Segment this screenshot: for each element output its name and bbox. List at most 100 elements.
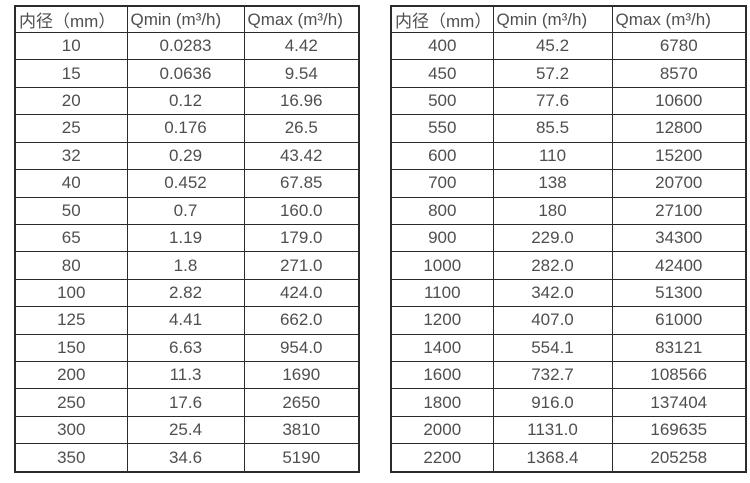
table-cell: 12800 [611, 114, 747, 143]
table-cell: 150 [14, 333, 128, 363]
table-cell: 1.8 [126, 251, 245, 280]
table-row: 20 0.12 16.96 [14, 86, 360, 116]
table-cell: 160.0 [243, 196, 360, 225]
table-cell: 6.63 [126, 333, 245, 363]
table-cell: 10600 [611, 86, 747, 116]
table-row: 1100 342.0 51300 [390, 278, 747, 308]
table-cell: 0.29 [126, 141, 245, 171]
table-cell: 916.0 [492, 388, 613, 417]
table-cell: 250 [14, 388, 128, 417]
table-row: 65 1.19 179.0 [14, 223, 360, 253]
table-row: 125 4.41 662.0 [14, 306, 360, 335]
table-body: 400 45.2 6780 450 57.2 8570 500 77.6 10600 550 85.… [390, 31, 747, 473]
table-row: 2200 1368.4 205258 [390, 443, 747, 473]
table-cell: 43.42 [243, 141, 360, 171]
table-row: 250 17.6 2650 [14, 388, 360, 417]
column-header-inner-diameter: 内径（mm） [14, 5, 128, 33]
table-cell: 554.1 [492, 333, 613, 363]
table-cell: 3810 [243, 415, 360, 445]
table-row: 2000 1131.0 169635 [390, 415, 747, 445]
table-cell: 2200 [390, 443, 494, 473]
table-row: 40 0.452 67.85 [14, 169, 360, 198]
table-row: 700 138 20700 [390, 169, 747, 198]
table-cell: 4.42 [243, 31, 360, 61]
table-cell: 57.2 [492, 59, 613, 88]
table-cell: 137404 [611, 388, 747, 417]
table-cell: 50 [14, 196, 128, 225]
table-header-row: 内径（mm） Qmin (m³/h) Qmax (m³/h) [390, 5, 747, 33]
table-cell: 1690 [243, 361, 360, 390]
table-cell: 0.0283 [126, 31, 245, 61]
table-row: 300 25.4 3810 [14, 415, 360, 445]
table-cell: 0.0636 [126, 59, 245, 88]
table-cell: 300 [14, 415, 128, 445]
table-row: 550 85.5 12800 [390, 114, 747, 143]
table-row: 350 34.6 5190 [14, 443, 360, 473]
table-cell: 26.5 [243, 114, 360, 143]
table-cell: 16.96 [243, 86, 360, 116]
table-cell: 100 [14, 278, 128, 308]
table-cell: 1200 [390, 306, 494, 335]
table-cell: 200 [14, 361, 128, 390]
table-row: 900 229.0 34300 [390, 223, 747, 253]
table-cell: 600 [390, 141, 494, 171]
table-cell: 2000 [390, 415, 494, 445]
table-cell: 179.0 [243, 223, 360, 253]
table-row: 1600 732.7 108566 [390, 361, 747, 390]
table-cell: 0.452 [126, 169, 245, 198]
table-cell: 85.5 [492, 114, 613, 143]
table-cell: 0.176 [126, 114, 245, 143]
table-cell: 282.0 [492, 251, 613, 280]
column-header-qmax: Qmax (m³/h) [611, 5, 747, 33]
table-cell: 800 [390, 196, 494, 225]
table-cell: 11.3 [126, 361, 245, 390]
table-cell: 108566 [611, 361, 747, 390]
table-row: 1400 554.1 83121 [390, 333, 747, 363]
table-cell: 2.82 [126, 278, 245, 308]
flow-rate-table-large-diameters: 内径（mm） Qmin (m³/h) Qmax (m³/h) 400 45.2 67… [390, 5, 747, 473]
table-row: 600 110 15200 [390, 141, 747, 171]
table-cell: 500 [390, 86, 494, 116]
table-cell: 1600 [390, 361, 494, 390]
table-cell: 1131.0 [492, 415, 613, 445]
table-cell: 5190 [243, 443, 360, 473]
table-cell: 0.7 [126, 196, 245, 225]
table-cell: 15200 [611, 141, 747, 171]
table-cell: 229.0 [492, 223, 613, 253]
column-header-inner-diameter: 内径（mm） [390, 5, 494, 33]
table-cell: 67.85 [243, 169, 360, 198]
table-row: 150 6.63 954.0 [14, 333, 360, 363]
flow-rate-table-small-diameters: 内径（mm） Qmin (m³/h) Qmax (m³/h) 10 0.0283 4… [14, 5, 360, 473]
table-cell: 34.6 [126, 443, 245, 473]
table-row: 32 0.29 43.42 [14, 141, 360, 171]
column-header-qmin: Qmin (m³/h) [126, 5, 245, 33]
table-cell: 6780 [611, 31, 747, 61]
table-cell: 125 [14, 306, 128, 335]
table-cell: 342.0 [492, 278, 613, 308]
table-cell: 40 [14, 169, 128, 198]
table-cell: 27100 [611, 196, 747, 225]
table-row: 1200 407.0 61000 [390, 306, 747, 335]
table-row: 1000 282.0 42400 [390, 251, 747, 280]
table-row: 50 0.7 160.0 [14, 196, 360, 225]
table-cell: 0.12 [126, 86, 245, 116]
table-row: 100 2.82 424.0 [14, 278, 360, 308]
table-row: 1800 916.0 137404 [390, 388, 747, 417]
table-cell: 1.19 [126, 223, 245, 253]
table-cell: 1368.4 [492, 443, 613, 473]
table-cell: 732.7 [492, 361, 613, 390]
table-cell: 20700 [611, 169, 747, 198]
table-row: 800 180 27100 [390, 196, 747, 225]
table-row: 400 45.2 6780 [390, 31, 747, 61]
table-row: 500 77.6 10600 [390, 86, 747, 116]
table-cell: 61000 [611, 306, 747, 335]
table-cell: 1800 [390, 388, 494, 417]
table-cell: 25.4 [126, 415, 245, 445]
table-cell: 110 [492, 141, 613, 171]
table-cell: 77.6 [492, 86, 613, 116]
table-cell: 83121 [611, 333, 747, 363]
table-cell: 45.2 [492, 31, 613, 61]
table-cell: 1100 [390, 278, 494, 308]
table-cell: 169635 [611, 415, 747, 445]
table-row: 15 0.0636 9.54 [14, 59, 360, 88]
